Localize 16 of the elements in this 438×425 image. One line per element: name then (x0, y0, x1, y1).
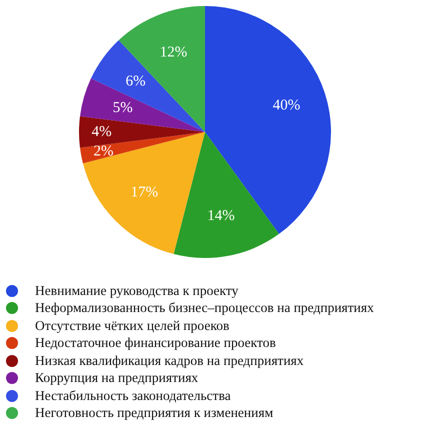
legend-label: Коррупция на предприятиях (35, 370, 198, 386)
data-label: 6% (126, 74, 146, 90)
legend-label: Отсутствие чётких целей проеков (35, 318, 230, 334)
data-label: 12% (160, 44, 188, 60)
legend-label: Неформализованность бизнес–процессов на предприятиях (35, 300, 374, 316)
data-label: 5% (112, 100, 133, 116)
legend-label: Низкая квалификация кадров на предприятиях (35, 352, 304, 369)
data-label: 2% (94, 143, 114, 160)
data-label: 14% (207, 208, 235, 224)
legend-label: Недостаточное финансирование проектов (35, 335, 276, 352)
data-label: 40% (272, 97, 300, 114)
legend-label: Невнимание руководства к проекту (35, 282, 238, 299)
data-label: 4% (92, 124, 112, 140)
legend-label: Неготовность предприятия к изменениям (35, 405, 274, 422)
legend-label: Нестабильность законодательства (35, 388, 231, 404)
data-label: 17% (130, 184, 158, 201)
